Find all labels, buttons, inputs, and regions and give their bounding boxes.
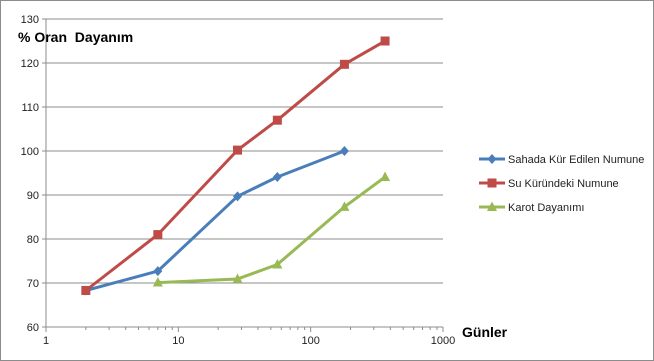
data-point-triangle: [339, 201, 350, 211]
data-point-square: [380, 36, 390, 46]
data-point-diamond: [487, 154, 497, 164]
data-point-diamond: [272, 171, 282, 182]
y-tick-label: 60: [27, 322, 39, 334]
data-point-square: [272, 115, 282, 125]
x-tick-label: 1: [43, 335, 49, 347]
data-point-square: [339, 59, 349, 69]
y-tick-label: 70: [27, 278, 39, 290]
data-point-square: [153, 230, 163, 240]
x-axis-title: Günler: [462, 324, 508, 340]
legend-label: Karot Dayanımı: [508, 202, 584, 214]
y-tick-label: 80: [27, 234, 39, 246]
series-layer: [84, 39, 387, 292]
data-point-triangle: [380, 171, 391, 181]
data-point-triangle: [272, 259, 283, 269]
y-axis-title: % Oran Dayanım: [18, 29, 133, 45]
data-point-triangle: [232, 273, 243, 284]
legend: Sahada Kür Edilen Numune Su Küründeki Num…: [479, 154, 644, 214]
marker-layer: [81, 36, 391, 296]
y-tick-label: 100: [21, 146, 39, 158]
legend-label: Su Küründeki Numune: [508, 178, 619, 190]
x-tick-label: 1000: [431, 335, 455, 347]
x-tick-label: 10: [172, 335, 184, 347]
data-point-triangle: [152, 277, 163, 287]
data-point-diamond: [339, 146, 349, 156]
legend-label: Sahada Kür Edilen Numune: [508, 154, 644, 166]
series-line: [156, 175, 387, 285]
data-point-triangle: [487, 201, 497, 211]
x-tick-label: 100: [301, 335, 319, 347]
series-line: [84, 39, 387, 292]
data-point-square: [487, 178, 497, 188]
axis-layer: [42, 18, 444, 332]
data-point-square: [233, 145, 243, 155]
grid-layer: [46, 18, 443, 328]
data-point-square: [81, 285, 91, 295]
y-tick-label: 120: [21, 58, 39, 70]
y-tick-label: 110: [21, 102, 39, 114]
data-point-diamond: [233, 191, 243, 202]
data-point-diamond: [153, 266, 163, 277]
y-tick-label: 90: [27, 190, 39, 202]
y-tick-label: 130: [21, 14, 39, 26]
